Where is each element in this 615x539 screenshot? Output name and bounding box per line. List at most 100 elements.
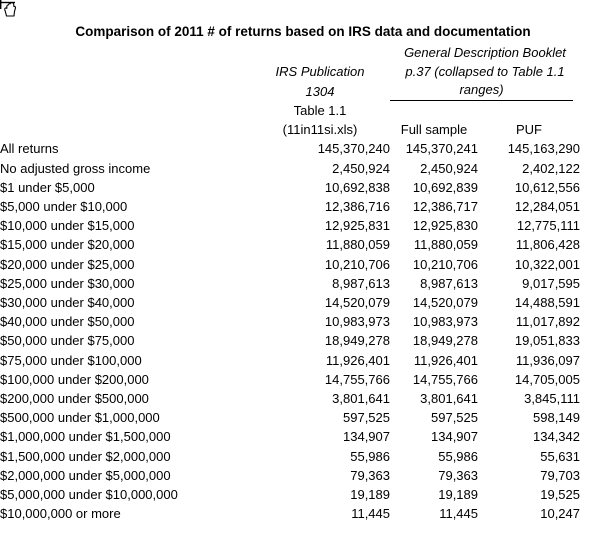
full-sample-value: 10,210,706 (412, 256, 478, 272)
table-row: $1 under $5,000 10,692,838 10,692,839 10… (0, 178, 580, 197)
puf-value: 11,936,097 (515, 352, 580, 368)
puf-value: 55,631 (540, 448, 580, 464)
full-sample-value: 11,880,059 (413, 237, 478, 253)
full-sample-value: 14,520,079 (412, 294, 478, 310)
full-sample-value: 12,386,717 (412, 198, 478, 214)
income-range-label: $40,000 under $50,000 (0, 314, 135, 330)
irs-publication-value: 14,520,079 (324, 294, 390, 310)
income-range-label: $75,000 under $100,000 (0, 352, 142, 368)
irs-publication-value: 10,692,838 (324, 179, 390, 195)
table-row: $100,000 under $200,000 14,755,766 14,75… (0, 370, 580, 389)
irs-header-line1: IRS Publication (275, 64, 365, 80)
income-range-label: $15,000 under $20,000 (0, 237, 135, 253)
full-sample-value: 2,450,924 (420, 160, 478, 176)
header-row-4: Table 1.1 (0, 101, 580, 120)
table-row: $5,000,000 under $10,000,000 19,189 19,1… (0, 485, 580, 504)
full-sample-value: 18,949,278 (412, 333, 478, 349)
table-row: $30,000 under $40,000 14,520,079 14,520,… (0, 293, 580, 312)
puf-value: 11,806,428 (515, 237, 580, 253)
puf-value: 10,322,001 (514, 256, 580, 272)
puf-value: 19,525 (540, 486, 580, 502)
irs-publication-value: 55,986 (350, 448, 390, 464)
full-sample-value: 11,926,401 (413, 352, 478, 368)
irs-publication-value: 145,370,240 (317, 141, 390, 157)
table-row: $20,000 under $25,000 10,210,706 10,210,… (0, 255, 580, 274)
table-row: $200,000 under $500,000 3,801,641 3,801,… (0, 389, 580, 408)
table-row: $5,000 under $10,000 12,386,716 12,386,7… (0, 197, 580, 216)
gdb-header-line3: ranges) (390, 81, 573, 101)
puf-value: 10,612,556 (514, 179, 580, 195)
puf-value: 145,163,290 (507, 141, 580, 157)
puf-value: 9,017,595 (522, 275, 580, 291)
table-row: $500,000 under $1,000,000 597,525 597,52… (0, 408, 580, 427)
puf-value: 12,775,111 (516, 218, 580, 234)
full-sample-value: 55,986 (438, 448, 478, 464)
income-range-label: $20,000 under $25,000 (0, 256, 135, 272)
puf-column-header: PUF (516, 122, 542, 138)
full-sample-value: 12,925,830 (412, 218, 478, 234)
full-sample-value: 145,370,241 (405, 141, 478, 157)
puf-value: 2,402,122 (522, 160, 580, 176)
irs-publication-value: 10,210,706 (324, 256, 390, 272)
income-range-label: $1 under $5,000 (0, 179, 95, 195)
irs-publication-value: 19,189 (350, 486, 390, 502)
header-row-2: IRS Publication p.37 (collapsed to Table… (0, 62, 580, 81)
income-range-label: No adjusted gross income (0, 160, 151, 176)
irs-publication-value: 10,983,973 (324, 314, 390, 330)
table-row: $1,500,000 under $2,000,000 55,986 55,98… (0, 447, 580, 466)
header-row-1: General Description Booklet (0, 43, 580, 62)
income-range-label: $200,000 under $500,000 (0, 390, 149, 406)
irs-publication-value: 11,445 (351, 506, 390, 522)
full-sample-value: 597,525 (431, 410, 478, 426)
table-row: $50,000 under $75,000 18,949,278 18,949,… (0, 331, 580, 350)
full-sample-value: 19,189 (438, 486, 478, 502)
table-row: $40,000 under $50,000 10,983,973 10,983,… (0, 312, 580, 331)
full-sample-value: 134,907 (431, 429, 478, 445)
income-range-label: $30,000 under $40,000 (0, 294, 135, 310)
table-header: General Description Booklet IRS Publicat… (0, 43, 580, 139)
puf-value: 11,017,892 (515, 314, 580, 330)
header-row-3: 1304 ranges) (0, 81, 580, 101)
irs-publication-value: 8,987,613 (332, 275, 390, 291)
table-row: $15,000 under $20,000 11,880,059 11,880,… (0, 235, 580, 254)
income-range-label: $5,000 under $10,000 (0, 198, 128, 214)
gdb-header-line1: General Description Booklet (404, 45, 566, 60)
irs-publication-value: 11,926,401 (325, 352, 390, 368)
full-sample-value: 10,692,839 (412, 179, 478, 195)
puf-value: 134,342 (533, 429, 580, 445)
income-range-label: $1,500,000 under $2,000,000 (0, 448, 171, 464)
irs-publication-value: 3,801,641 (332, 390, 390, 406)
puf-value: 79,703 (540, 467, 580, 483)
irs-publication-value: 2,450,924 (332, 160, 390, 176)
irs-publication-value: 11,880,059 (325, 237, 390, 253)
income-range-label: $50,000 under $75,000 (0, 333, 135, 349)
income-range-label: $2,000,000 under $5,000,000 (0, 467, 171, 483)
irs-header-line2: 1304 (305, 83, 335, 99)
irs-publication-value: 12,386,716 (324, 198, 390, 214)
irs-header-line3: Table 1.1 (293, 102, 347, 118)
header-row-5: (11in11si.xls) Full sample PUF (0, 120, 580, 139)
table-row: All returns 145,370,240 145,370,241 145,… (0, 139, 580, 158)
table-row: $10,000 under $15,000 12,925,831 12,925,… (0, 216, 580, 235)
income-range-label: $10,000 under $15,000 (0, 218, 135, 234)
income-range-label: $1,000,000 under $1,500,000 (0, 429, 171, 445)
full-sample-column-header: Full sample (400, 122, 468, 138)
table-body: All returns 145,370,240 145,370,241 145,… (0, 139, 580, 523)
income-range-label: $25,000 under $30,000 (0, 275, 135, 291)
full-sample-value: 11,445 (439, 506, 478, 522)
irs-header-line4: (11in11si.xls) (282, 122, 358, 138)
page-title: Comparison of 2011 # of returns based on… (75, 24, 531, 39)
table-row: $75,000 under $100,000 11,926,401 11,926… (0, 351, 580, 370)
irs-publication-value: 18,949,278 (324, 333, 390, 349)
income-range-label: $100,000 under $200,000 (0, 371, 149, 387)
grab-hand-cursor-icon (0, 0, 17, 17)
comparison-table: General Description Booklet IRS Publicat… (0, 43, 580, 523)
table-row: $1,000,000 under $1,500,000 134,907 134,… (0, 427, 580, 446)
gdb-header-line2: p.37 (collapsed to Table 1.1 (405, 64, 565, 80)
full-sample-value: 79,363 (438, 467, 478, 483)
puf-value: 14,488,591 (514, 294, 580, 310)
income-range-label: $500,000 under $1,000,000 (0, 410, 160, 426)
full-sample-value: 3,801,641 (420, 390, 478, 406)
puf-value: 598,149 (533, 410, 580, 426)
